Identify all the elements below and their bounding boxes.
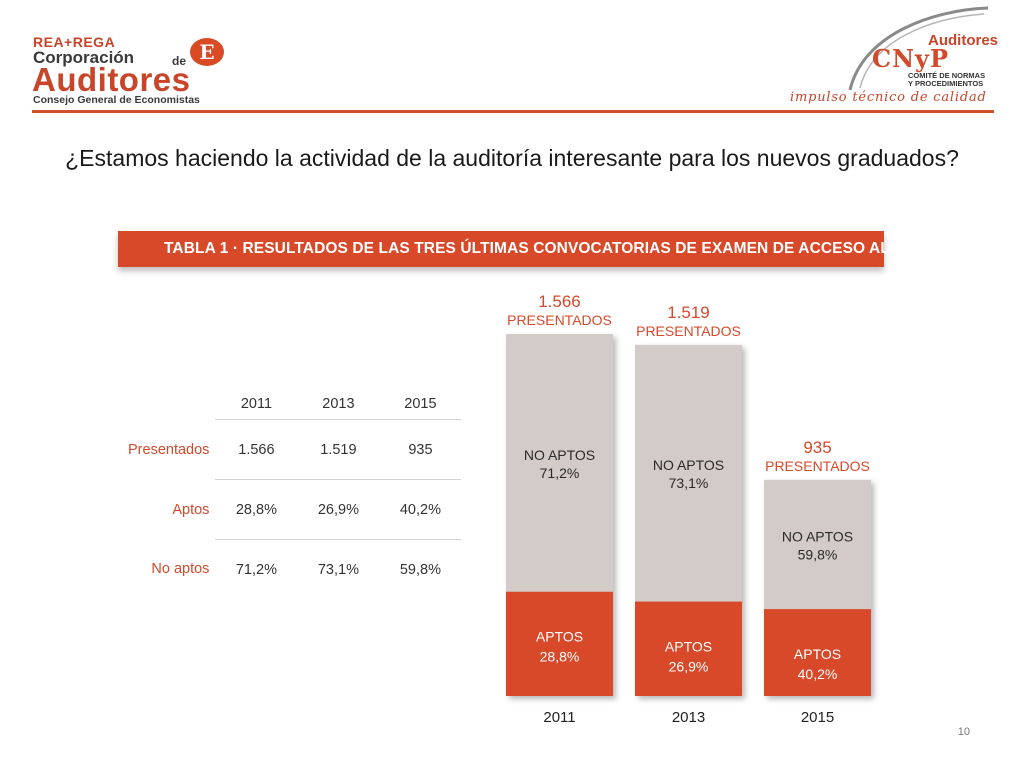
aptos-value-2015: 40,2% bbox=[798, 666, 838, 682]
aptos-label-2015: APTOS bbox=[794, 646, 841, 662]
no-aptos-value-2013: 73,1% bbox=[669, 475, 709, 491]
logo-name: Auditores bbox=[32, 61, 191, 98]
results-table: 2011 2013 2015 Presentados 1.566 1.519 9… bbox=[128, 388, 462, 600]
cnyp-logo: Auditores CNyP COMITÉ DE NORMAS Y PROCED… bbox=[780, 2, 1000, 112]
total-value-2013: 1.519 bbox=[667, 303, 710, 322]
total-value-2011: 1.566 bbox=[538, 292, 581, 311]
row-label-presentados: Presentados bbox=[128, 441, 210, 458]
logo-e-badge: E bbox=[190, 38, 224, 66]
logo-de: de bbox=[172, 54, 187, 68]
swoosh-icon bbox=[848, 6, 989, 91]
table-header-2015: 2015 bbox=[379, 388, 462, 420]
bar-aptos-2015 bbox=[764, 609, 871, 696]
row-label-aptos: Aptos bbox=[172, 501, 210, 518]
no-aptos-value-2011: 71,2% bbox=[540, 465, 580, 481]
header-divider bbox=[32, 110, 994, 113]
no-aptos-label-2011: NO APTOS bbox=[524, 447, 595, 463]
total-caption-2011: PRESENTADOS bbox=[507, 312, 612, 328]
logo-brand-line: REA+REGA bbox=[33, 34, 116, 50]
no-aptos-label-2015: NO APTOS bbox=[782, 528, 853, 544]
total-caption-2013: PRESENTADOS bbox=[636, 323, 741, 339]
bar-aptos-2011 bbox=[506, 591, 613, 696]
page-number: 10 bbox=[957, 726, 970, 738]
table-cell: 1.566 bbox=[215, 419, 298, 480]
table-header-2013: 2013 bbox=[297, 388, 380, 420]
table-row: Presentados 1.566 1.519 935 bbox=[128, 419, 462, 480]
cnyp-wordmark: CNyP bbox=[872, 44, 950, 73]
bar-aptos-2013 bbox=[635, 601, 742, 696]
aptos-label-2011: APTOS bbox=[536, 629, 583, 645]
comite-line-1: COMITÉ DE NORMAS bbox=[908, 71, 986, 80]
total-caption-2015: PRESENTADOS bbox=[765, 458, 870, 474]
page-title: ¿Estamos haciendo la actividad de la aud… bbox=[65, 145, 959, 171]
total-value-2015: 935 bbox=[803, 438, 831, 457]
table-row: Aptos 28,8% 26,9% 40,2% bbox=[128, 479, 462, 540]
table-cell: 1.519 bbox=[297, 419, 380, 480]
table-cell: 40,2% bbox=[379, 479, 462, 540]
table-cell: 28,8% bbox=[215, 479, 298, 540]
aptos-value-2013: 26,9% bbox=[669, 659, 709, 675]
comite-line-2: Y PROCEDIMIENTOS bbox=[908, 79, 984, 88]
table-cell: 26,9% bbox=[297, 479, 380, 540]
no-aptos-label-2013: NO APTOS bbox=[653, 457, 724, 473]
table-banner: TABLA 1 · RESULTADOS DE LAS TRES ÚLTIMAS… bbox=[118, 231, 940, 267]
logo-corporation: Corporación bbox=[33, 48, 135, 67]
cnyp-tagline: impulso técnico de calidad bbox=[790, 90, 987, 105]
x-tick-2013: 2013 bbox=[672, 709, 705, 726]
no-aptos-value-2015: 59,8% bbox=[798, 546, 838, 562]
table-header-2011: 2011 bbox=[215, 388, 298, 420]
logo-subtitle: Consejo General de Economistas bbox=[33, 94, 200, 106]
table-row: No aptos 71,2% 73,1% 59,8% bbox=[128, 540, 461, 600]
x-tick-2015: 2015 bbox=[801, 709, 834, 726]
table-cell: 935 bbox=[379, 419, 462, 480]
cnyp-auditores: Auditores bbox=[928, 32, 999, 49]
row-label-no-aptos: No aptos bbox=[151, 561, 210, 578]
cnyp-comite: COMITÉ DE NORMAS Y PROCEDIMIENTOS bbox=[908, 72, 998, 88]
corporacion-auditores-logo: REA+REGA Corporación de E Auditores Cons… bbox=[32, 34, 232, 106]
aptos-label-2013: APTOS bbox=[665, 639, 712, 655]
table-cell: 73,1% bbox=[317, 561, 359, 578]
table-cell: 71,2% bbox=[235, 561, 277, 578]
table-cell: 59,8% bbox=[399, 561, 441, 578]
aptos-value-2011: 28,8% bbox=[540, 649, 580, 665]
x-tick-2011: 2011 bbox=[543, 709, 575, 726]
